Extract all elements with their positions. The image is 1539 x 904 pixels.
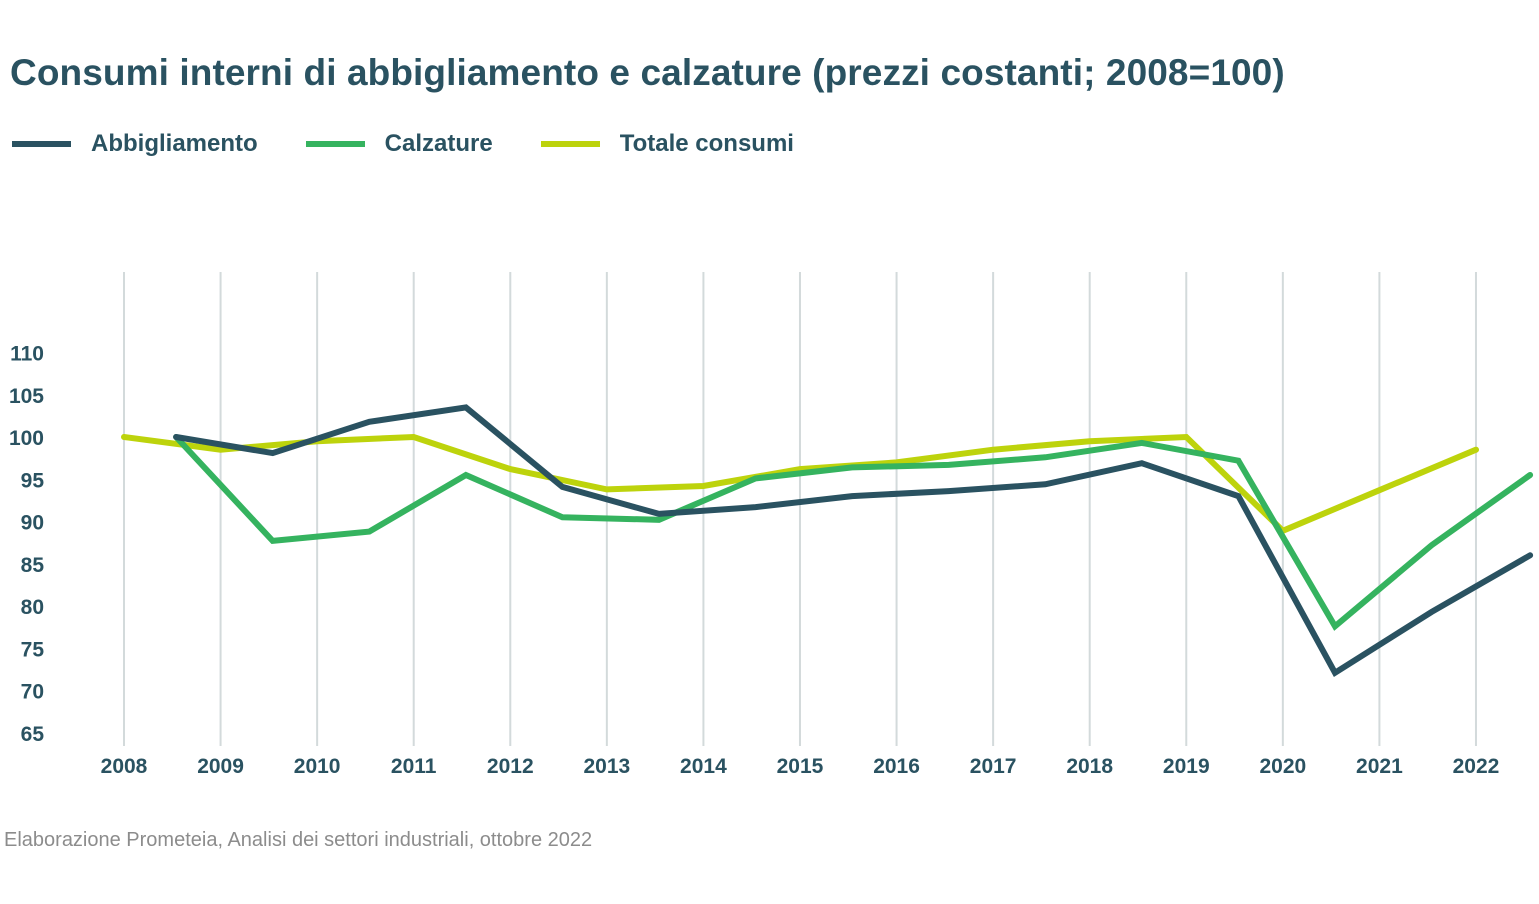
data-point-abbigliamento[interactable] <box>366 419 372 425</box>
x-tick-label: 2014 <box>680 755 727 778</box>
y-tick-label: 100 <box>9 427 44 450</box>
y-tick-label: 90 <box>21 512 44 535</box>
data-point-totale-consumi[interactable] <box>411 434 417 440</box>
data-point-abbigliamento[interactable] <box>1139 460 1145 466</box>
data-point-abbigliamento[interactable] <box>559 484 565 490</box>
chart-title: Consumi interni di abbigliamento e calza… <box>10 52 1285 93</box>
data-point-abbigliamento[interactable] <box>753 504 759 510</box>
data-point-totale-consumi[interactable] <box>990 447 996 453</box>
data-point-totale-consumi[interactable] <box>1087 438 1093 444</box>
x-tick-label: 2010 <box>294 755 341 778</box>
data-point-calzature[interactable] <box>946 462 952 468</box>
gridlines <box>123 272 1477 746</box>
x-tick-label: 2011 <box>391 755 437 778</box>
x-tick-label: 2019 <box>1163 755 1210 778</box>
x-tick-label: 2008 <box>101 755 148 778</box>
data-point-totale-consumi[interactable] <box>507 466 513 472</box>
data-point-abbigliamento[interactable] <box>656 511 662 517</box>
data-point-calzature[interactable] <box>656 517 662 523</box>
data-point-totale-consumi[interactable] <box>1473 447 1479 453</box>
legend-label-abbigliamento: Abbigliamento <box>91 130 258 157</box>
series-line-calzature[interactable] <box>173 434 1534 631</box>
y-tick-label: 80 <box>21 596 44 619</box>
x-tick-label: 2018 <box>1066 755 1113 778</box>
series-line-totale-consumi[interactable] <box>121 433 1479 535</box>
x-tick-label: 2021 <box>1356 755 1403 778</box>
x-tick-label: 2022 <box>1453 755 1500 778</box>
data-point-abbigliamento[interactable] <box>1527 552 1533 558</box>
data-point-calzature[interactable] <box>1527 472 1533 478</box>
data-point-calzature[interactable] <box>1042 454 1048 460</box>
legend-swatch-calzature <box>305 141 365 147</box>
data-point-calzature[interactable] <box>270 538 276 544</box>
data-point-calzature[interactable] <box>463 472 469 478</box>
x-axis: 2008 2009 2010 2011 2012 2013 2014 2015 2016 2017… <box>101 755 1500 778</box>
data-point-abbigliamento[interactable] <box>270 450 276 456</box>
y-tick-label: 70 <box>21 681 44 704</box>
x-tick-label: 2016 <box>873 755 920 778</box>
series-lines <box>121 404 1534 678</box>
source-note: Elaborazione Prometeia, Analisi dei sett… <box>4 829 593 851</box>
data-point-abbigliamento[interactable] <box>1429 609 1435 615</box>
data-point-calzature[interactable] <box>1139 440 1145 446</box>
y-tick-label: 105 <box>9 385 44 408</box>
y-axis: 65 70 75 80 85 90 95 100 105 110 <box>9 343 44 746</box>
data-point-totale-consumi[interactable] <box>1376 487 1382 493</box>
data-point-calzature[interactable] <box>1429 542 1435 548</box>
x-tick-label: 2020 <box>1259 755 1306 778</box>
data-point-calzature[interactable] <box>559 514 565 520</box>
y-tick-label: 85 <box>21 554 45 577</box>
data-point-calzature[interactable] <box>849 464 855 470</box>
x-tick-label: 2015 <box>777 755 824 778</box>
x-tick-label: 2012 <box>487 755 534 778</box>
data-point-abbigliamento[interactable] <box>1332 670 1338 676</box>
legend-item-abbigliamento[interactable]: Abbigliamento <box>12 130 258 158</box>
data-point-abbigliamento[interactable] <box>1235 493 1241 499</box>
legend-label-calzature: Calzature <box>384 130 493 157</box>
y-tick-label: 95 <box>21 469 45 492</box>
legend-swatch-abbigliamento <box>12 141 71 147</box>
y-tick-label: 65 <box>21 723 45 746</box>
y-tick-label: 110 <box>10 343 44 366</box>
data-point-abbigliamento[interactable] <box>849 493 855 499</box>
x-tick-label: 2013 <box>583 755 630 778</box>
data-point-calzature[interactable] <box>1235 458 1241 464</box>
data-point-calzature[interactable] <box>1332 623 1338 629</box>
data-point-abbigliamento[interactable] <box>1042 481 1048 487</box>
data-point-abbigliamento[interactable] <box>463 404 469 410</box>
data-point-calzature[interactable] <box>366 529 372 535</box>
data-point-totale-consumi[interactable] <box>1183 434 1189 440</box>
legend-label-totale-consumi: Totale consumi <box>619 130 794 157</box>
legend-swatch-totale-consumi <box>540 141 600 147</box>
x-tick-label: 2009 <box>197 755 244 778</box>
legend-item-totale-consumi[interactable]: Totale consumi <box>540 130 794 158</box>
legend-item-calzature[interactable]: Calzature <box>305 130 493 158</box>
y-tick-label: 75 <box>21 638 45 661</box>
data-point-totale-consumi[interactable] <box>121 434 127 440</box>
data-point-abbigliamento[interactable] <box>946 488 952 494</box>
data-point-totale-consumi[interactable] <box>604 486 610 492</box>
data-point-calzature[interactable] <box>753 475 759 481</box>
legend: Abbigliamento Calzature Totale consumi <box>12 130 842 158</box>
series-line-abbigliamento[interactable] <box>173 404 1534 678</box>
data-point-abbigliamento[interactable] <box>173 434 179 440</box>
data-point-totale-consumi[interactable] <box>700 483 706 489</box>
x-tick-label: 2017 <box>970 755 1017 778</box>
